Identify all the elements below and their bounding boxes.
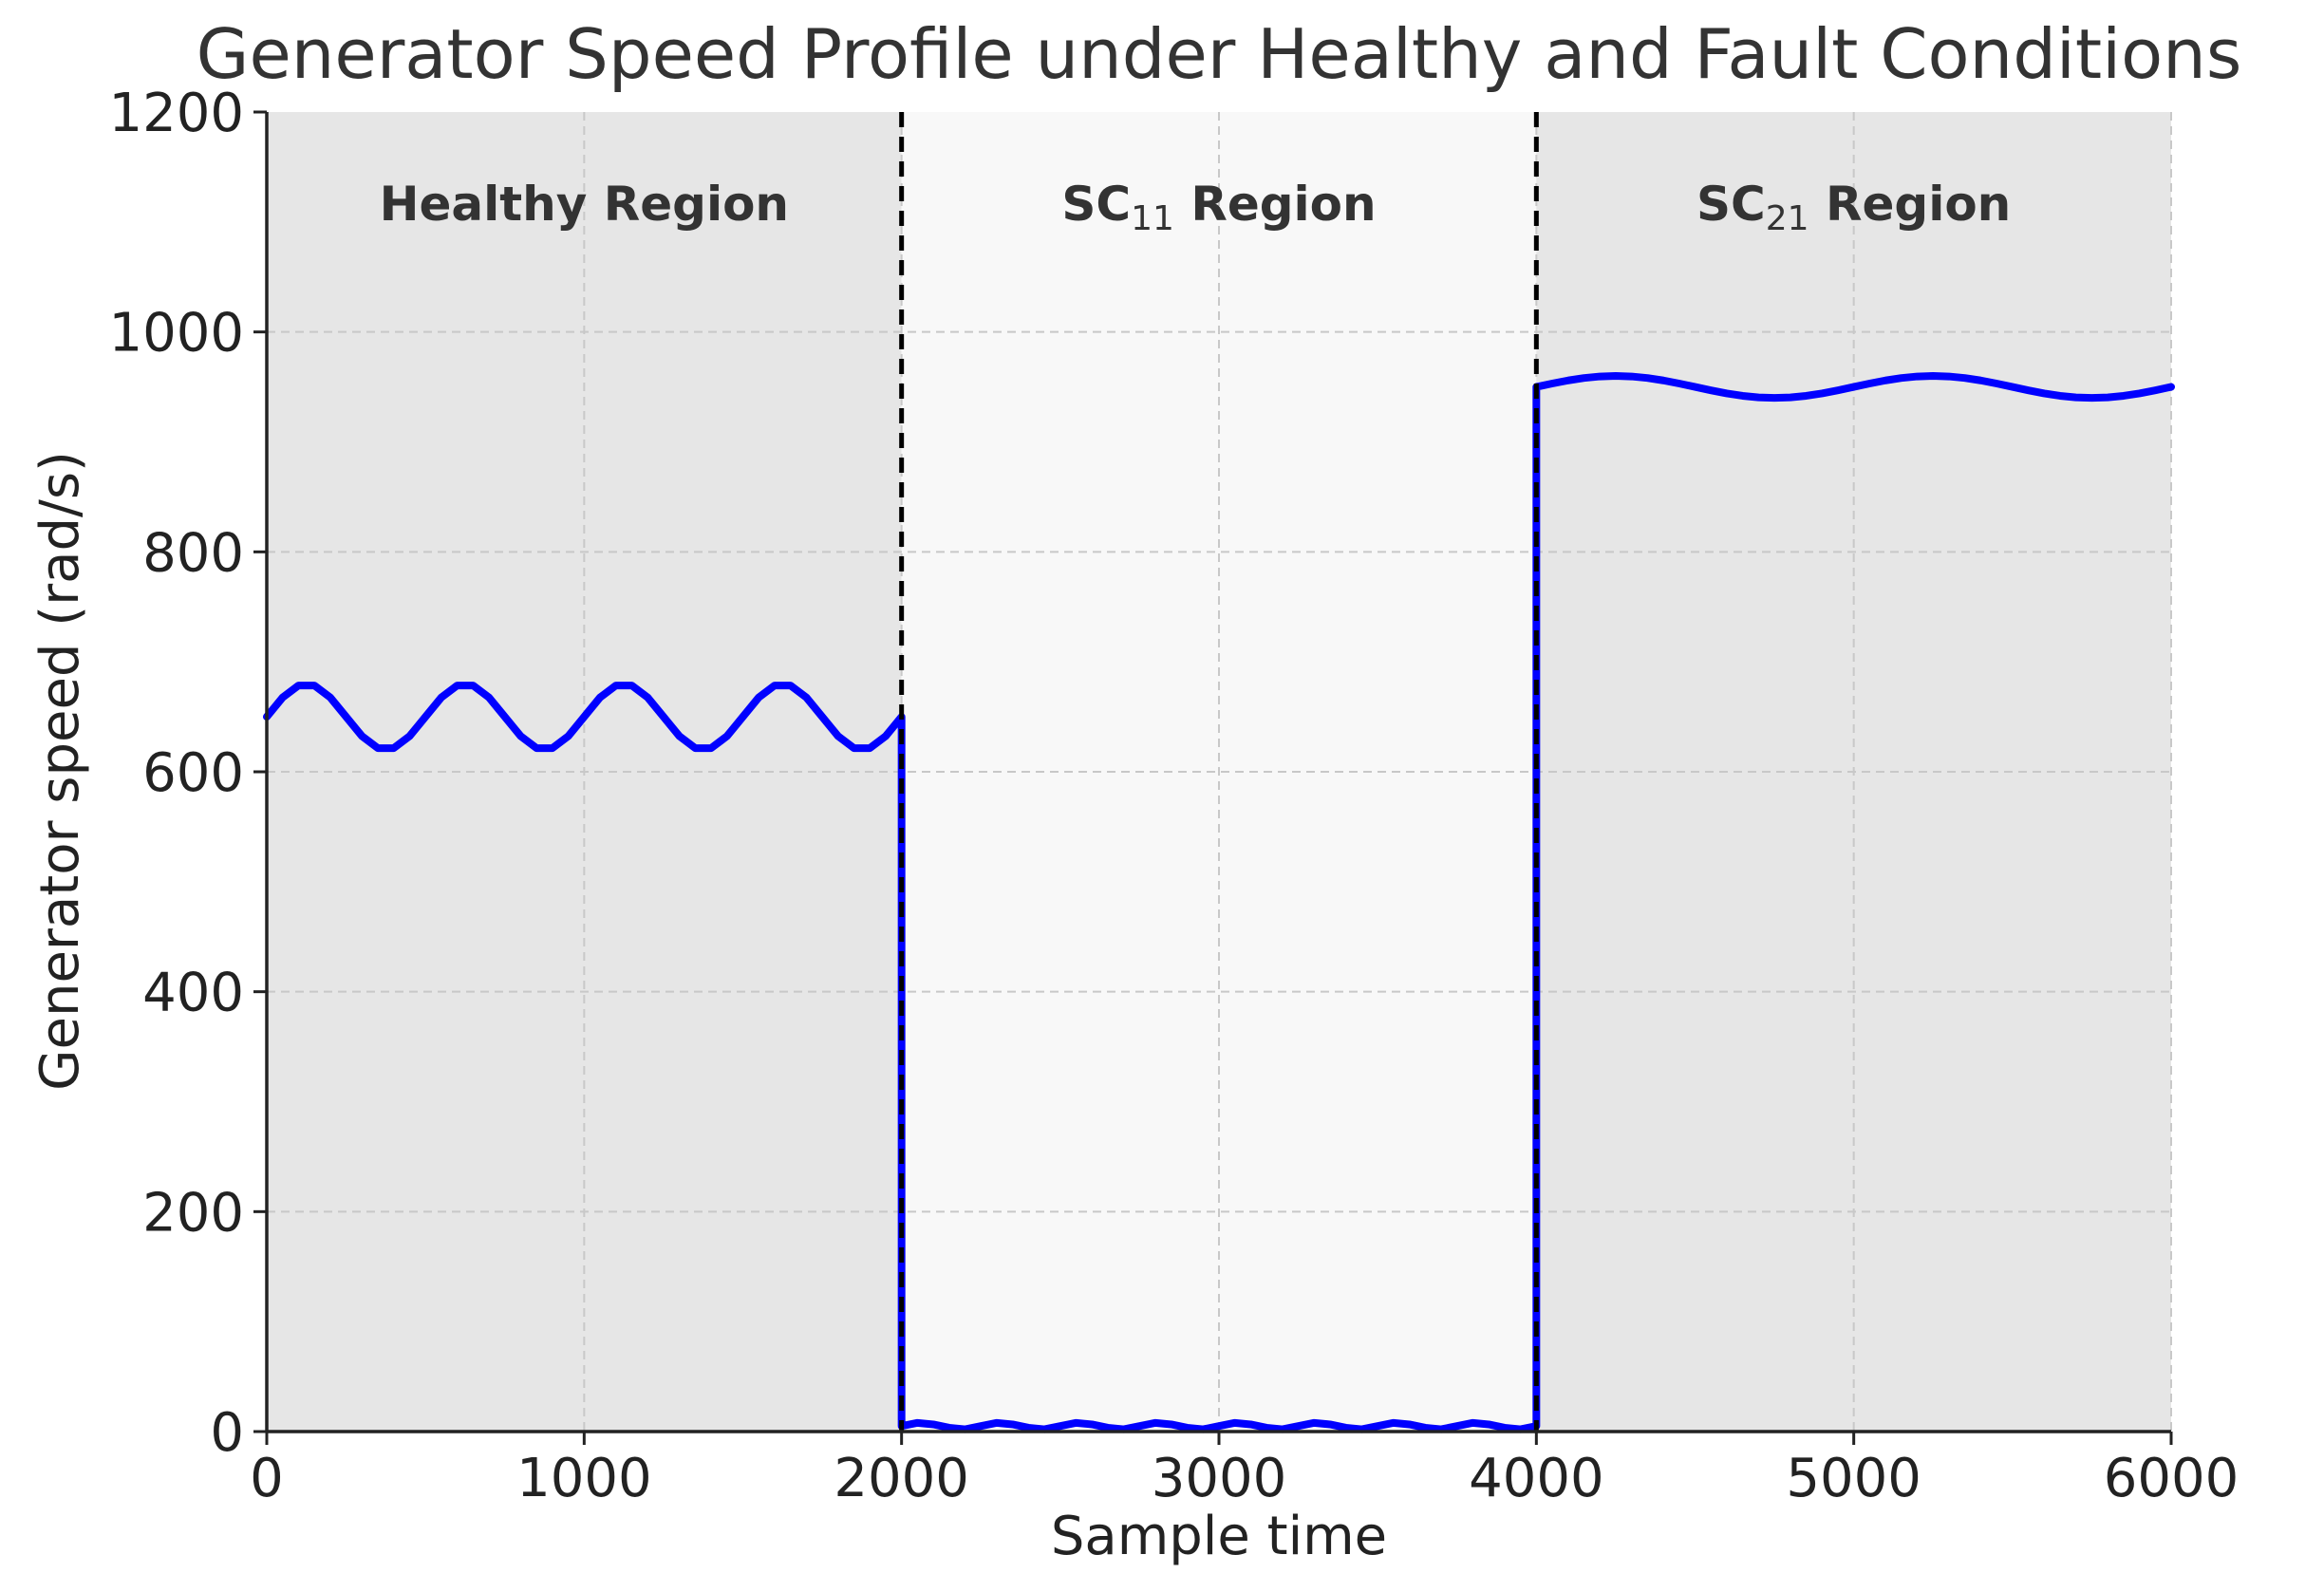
x-tick-label-0: 0 xyxy=(250,1448,284,1509)
y-tick-label-3: 600 xyxy=(142,742,244,804)
y-axis-label: Generator speed (rad/s) xyxy=(29,451,91,1091)
region-label-2: SC21 Region xyxy=(1696,177,2011,238)
region-label-main-2: SC xyxy=(1696,177,1766,232)
y-tick-label-4: 800 xyxy=(142,522,244,584)
region-label-1: SC11 Region xyxy=(1061,177,1376,238)
region-boundaries xyxy=(899,112,1539,1432)
y-tick-label-5: 1000 xyxy=(108,303,244,365)
x-tick-label-3: 3000 xyxy=(1152,1448,1287,1509)
y-tick-label-1: 200 xyxy=(142,1182,244,1244)
x-tick-label-4: 4000 xyxy=(1469,1448,1604,1509)
region-label-suffix-2: Region xyxy=(1809,177,2012,232)
x-tick-label-2: 2000 xyxy=(834,1448,969,1509)
x-axis-label: Sample time xyxy=(1051,1506,1387,1567)
ticks: 0 1000 2000 3000 4000 5000 6000 0 200 400 600 800 10… xyxy=(108,83,2239,1509)
x-tick-label-1: 1000 xyxy=(516,1448,652,1509)
series xyxy=(263,372,2175,1433)
region-label-subscript-1: 11 xyxy=(1131,199,1174,238)
y-tick-label-0: 0 xyxy=(210,1402,244,1464)
region-label-main-1: SC xyxy=(1061,177,1131,232)
x-tick-label-6: 6000 xyxy=(2104,1448,2240,1509)
region-label-0: Healthy Region xyxy=(380,177,789,232)
x-tick-label-5: 5000 xyxy=(1786,1448,1921,1509)
region-label-subscript-2: 21 xyxy=(1766,199,1809,238)
chart-title: Generator Speed Profile under Healthy an… xyxy=(197,14,2242,94)
region-label-main-0: Healthy Region xyxy=(380,177,789,232)
region-labels: Healthy Region SC11 Region SC21 Region xyxy=(380,177,2012,238)
region-label-suffix-1: Region xyxy=(1174,177,1377,232)
y-tick-label-6: 1200 xyxy=(108,83,244,144)
y-tick-label-2: 400 xyxy=(142,963,244,1024)
series-line-0 xyxy=(263,372,2175,1433)
